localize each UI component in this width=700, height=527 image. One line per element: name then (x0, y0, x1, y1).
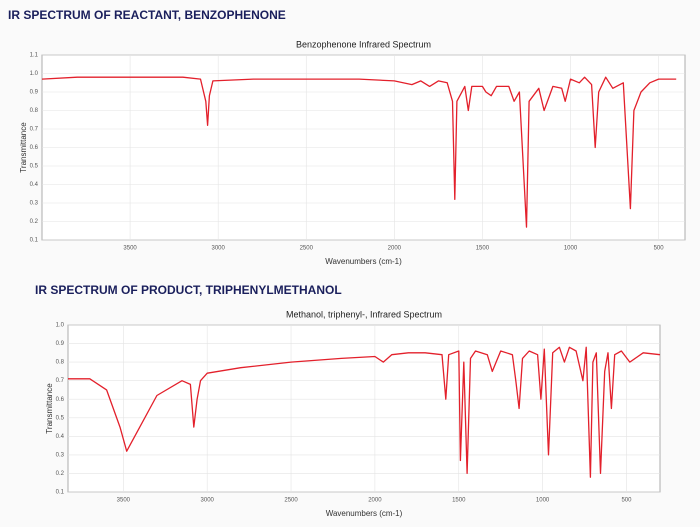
y-tick-label: 0.3 (56, 452, 65, 458)
x-tick-label: 1000 (536, 498, 550, 504)
y-tick-label: 1.0 (30, 71, 39, 77)
chart-title: Benzophenone Infrared Spectrum (296, 39, 431, 49)
x-tick-label: 3000 (211, 246, 225, 252)
x-tick-label: 3000 (201, 498, 215, 504)
spectrum-line (68, 346, 661, 478)
y-tick-label: 1.0 (56, 323, 65, 329)
y-axis-label: Transmittance (19, 122, 28, 173)
y-tick-label: 0.2 (56, 471, 65, 477)
y-tick-label: 0.7 (56, 378, 65, 384)
x-tick-label: 500 (654, 246, 665, 252)
x-tick-label: 1000 (564, 246, 578, 252)
y-tick-label: 0.7 (30, 127, 39, 133)
x-tick-label: 2000 (368, 498, 382, 504)
x-tick-label: 2500 (284, 498, 298, 504)
x-tick-label: 2500 (300, 246, 314, 252)
y-tick-label: 0.2 (30, 219, 39, 225)
y-axis-label: Transmittance (45, 383, 54, 434)
spectrum-line (41, 76, 677, 228)
y-tick-label: 0.5 (56, 415, 65, 421)
x-tick-label: 3500 (117, 498, 131, 504)
y-tick-label: 0.3 (30, 201, 39, 207)
x-tick-label: 1500 (452, 498, 466, 504)
x-axis-label: Wavenumbers (cm-1) (325, 257, 402, 266)
y-tick-label: 0.9 (30, 90, 39, 96)
y-tick-label: 0.1 (56, 490, 65, 496)
y-tick-label: 0.4 (56, 434, 65, 440)
y-tick-label: 0.1 (30, 238, 39, 244)
x-tick-label: 3500 (123, 246, 137, 252)
x-tick-label: 500 (621, 498, 632, 504)
y-tick-label: 1.1 (30, 53, 39, 59)
x-axis-label: Wavenumbers (cm-1) (326, 509, 403, 518)
y-tick-label: 0.4 (30, 182, 39, 188)
y-tick-label: 0.9 (56, 341, 65, 347)
plot-area (67, 324, 661, 493)
section-heading: IR SPECTRUM OF PRODUCT, TRIPHENYLMETHANO… (35, 283, 342, 297)
x-tick-label: 2000 (388, 246, 402, 252)
y-tick-label: 0.8 (30, 108, 39, 114)
x-tick-label: 1500 (476, 246, 490, 252)
y-tick-label: 0.5 (30, 164, 39, 170)
chart-title: Methanol, triphenyl-, Infrared Spectrum (286, 309, 442, 319)
y-tick-label: 0.6 (56, 397, 65, 403)
section-heading: IR SPECTRUM OF REACTANT, BENZOPHENONE (8, 8, 286, 22)
y-tick-label: 0.8 (56, 360, 65, 366)
y-tick-label: 0.6 (30, 145, 39, 151)
